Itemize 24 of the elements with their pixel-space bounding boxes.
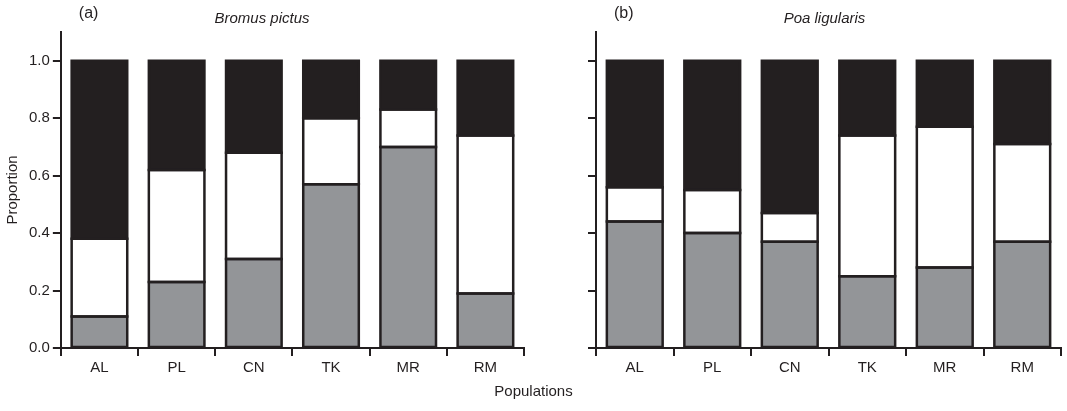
x-tick-label: PL — [703, 358, 722, 376]
x-tick-label: TK — [857, 358, 877, 376]
x-tick-label: CN — [242, 358, 265, 376]
x-tick-label: TK — [321, 358, 341, 376]
x-axis-title: Populations — [493, 382, 574, 399]
x-tick-label: PL — [167, 358, 186, 376]
x-tick-label: AL — [625, 358, 644, 376]
chart-title: Bromus pictus — [214, 9, 311, 27]
x-tick-label: RM — [473, 358, 498, 376]
y-tick-label: 0.0 — [28, 338, 50, 356]
y-tick-label: 0.4 — [28, 223, 50, 241]
y-tick-label: 0.2 — [28, 280, 50, 298]
x-tick-label: MR — [933, 358, 957, 376]
y-axis-title: Proportion — [3, 155, 21, 225]
y-tick-label: 0.8 — [28, 108, 50, 126]
x-tick-label: CN — [778, 358, 801, 376]
x-tick-label: AL — [90, 358, 109, 376]
y-tick-label: 0.6 — [28, 165, 50, 183]
x-tick-label: MR — [396, 358, 421, 376]
text: (a) — [78, 4, 99, 22]
text: (b) — [614, 4, 634, 22]
x-tick-label: RM — [1010, 358, 1034, 376]
chart-title: Poa ligularis — [783, 9, 866, 27]
y-tick-label: 1.0 — [28, 50, 50, 68]
